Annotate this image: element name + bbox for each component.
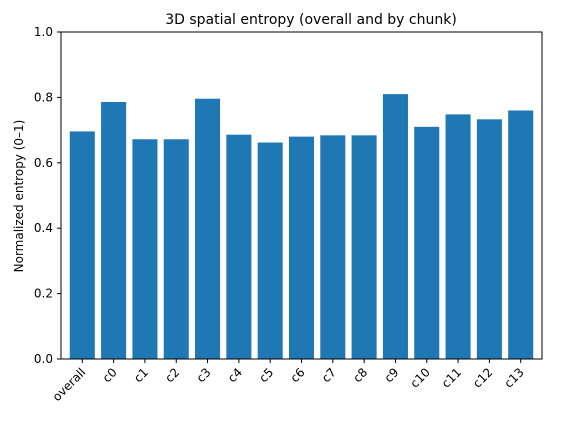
bar-c4 bbox=[226, 134, 252, 359]
x-tick-label: c1 bbox=[131, 365, 151, 385]
x-tick-label: c6 bbox=[288, 365, 308, 385]
y-tick-label: 0.4 bbox=[34, 221, 53, 235]
y-axis: 0.0 0.2 0.4 0.6 0.8 1.0 bbox=[34, 25, 61, 366]
bar-overall bbox=[69, 131, 95, 359]
x-tick-label: overall bbox=[50, 365, 89, 404]
x-tick-label: c9 bbox=[382, 365, 402, 385]
y-axis-label: Normalized entropy (0–1) bbox=[12, 120, 26, 273]
x-tick-label: c0 bbox=[100, 365, 120, 385]
bar-c0 bbox=[101, 101, 127, 359]
x-tick-label: c3 bbox=[194, 365, 214, 385]
y-tick-label: 1.0 bbox=[34, 25, 53, 39]
x-tick-label: c12 bbox=[470, 365, 495, 390]
y-tick-label: 0.6 bbox=[34, 156, 53, 170]
bar-c12 bbox=[476, 119, 502, 359]
plot-frame bbox=[60, 31, 543, 360]
bar-c6 bbox=[288, 136, 315, 359]
x-tick-label: c10 bbox=[408, 365, 433, 390]
bar-c3 bbox=[195, 98, 221, 360]
bar-c8 bbox=[351, 135, 377, 359]
x-tick-label: c13 bbox=[501, 365, 526, 390]
y-tick-label: 0.2 bbox=[34, 287, 53, 301]
x-tick-label: c8 bbox=[350, 365, 370, 385]
bar-c5 bbox=[257, 142, 283, 359]
bar-c1 bbox=[132, 139, 158, 359]
x-tick-label: c11 bbox=[439, 365, 464, 390]
x-tick-label: c2 bbox=[162, 365, 182, 385]
y-tick-label: 0.0 bbox=[34, 352, 53, 366]
bar-c11 bbox=[445, 114, 471, 360]
x-tick-label: c4 bbox=[225, 365, 245, 385]
x-tick-label: c7 bbox=[319, 365, 339, 385]
bar-c9 bbox=[382, 94, 408, 359]
x-axis: overall c0 c1 c2 c3 c4 c5 c6 c7 c8 c9 c10 c11 c12 c13 bbox=[50, 359, 527, 404]
bar-c7 bbox=[320, 135, 346, 359]
x-tick-label: c5 bbox=[256, 365, 276, 385]
bar-c13 bbox=[508, 110, 534, 359]
chart-title: 3D spatial entropy (overall and by chunk… bbox=[165, 12, 457, 28]
bar-c2 bbox=[163, 139, 189, 359]
bars-layer bbox=[69, 94, 534, 360]
y-tick-label: 0.8 bbox=[34, 90, 53, 104]
bar-c10 bbox=[414, 126, 440, 359]
